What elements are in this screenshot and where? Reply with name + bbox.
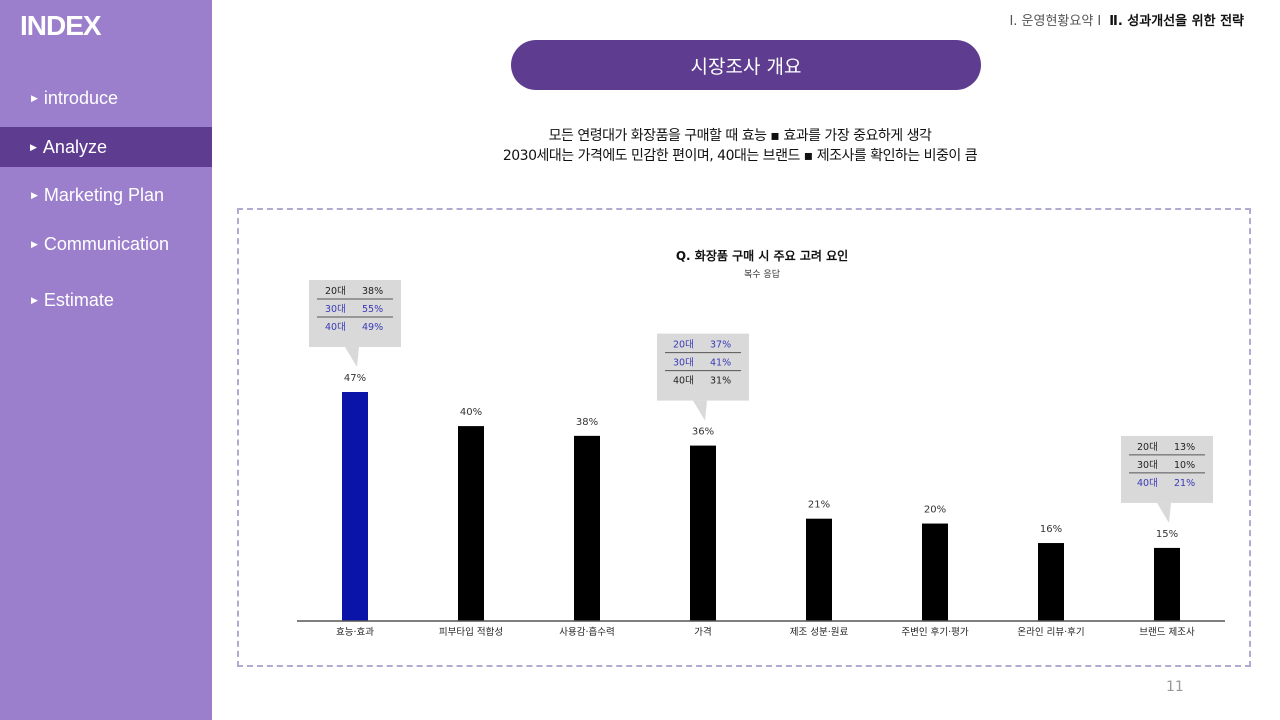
bar-6 (1038, 543, 1064, 621)
breadcrumb: Ⅰ. 운영현황요약 Ⅰ Ⅱ. 성과개선을 위한 전략 (1009, 10, 1244, 29)
bar-4 (806, 518, 832, 621)
triangle-bullet-icon: ▶ (31, 92, 38, 103)
chart-frame (237, 208, 1251, 667)
sidebar-item-label: introduce (43, 87, 118, 108)
bar-2 (574, 435, 600, 621)
data-label-4: 21% (808, 500, 830, 511)
callout-1-age-0: 20대 (673, 340, 694, 351)
sidebar-item-label: Communication (43, 233, 169, 254)
sidebar-item-estimate[interactable]: ▶ Estimate (0, 280, 212, 320)
bar-1 (458, 426, 484, 621)
breadcrumb-item-1[interactable]: Ⅰ. 운영현황요약 Ⅰ (1009, 14, 1102, 29)
summary-line-1: 모든 연령대가 화장품을 구매할 때 효능 ▪ 효과를 가장 중요하게 생각 (548, 128, 932, 144)
data-label-1: 40% (460, 407, 482, 418)
data-label-0: 47% (344, 373, 366, 384)
callout-pointer-2 (1157, 502, 1171, 523)
callout-2-age-2: 40대 (1137, 478, 1158, 489)
callout-2-value-1: 10% (1174, 460, 1195, 471)
callout-0-value-0: 38% (362, 286, 383, 297)
bar-7 (1154, 547, 1180, 621)
chart-subtitle: 복수 응답 (744, 268, 780, 280)
sidebar-item-analyze[interactable]: ▶ Analyze (0, 127, 212, 167)
x-tick-label-0: 효능·효과 (336, 627, 374, 638)
data-label-2: 38% (576, 417, 598, 428)
callout-0-age-0: 20대 (325, 286, 346, 297)
callout-2-age-1: 30대 (1137, 460, 1158, 471)
callout-0-value-1: 55% (362, 304, 383, 315)
callout-1-value-0: 37% (710, 340, 731, 351)
callout-1-value-2: 31% (710, 376, 731, 387)
x-tick-label-4: 제조 성분·원료 (790, 627, 849, 638)
x-tick-label-5: 주변인 후기·평가 (901, 627, 968, 638)
sidebar: INDEX ▶ introduce ▶ Analyze ▶ Marketing … (0, 0, 212, 720)
triangle-bullet-icon: ▶ (31, 238, 38, 249)
sidebar-item-label: Estimate (43, 289, 114, 310)
callout-0-value-2: 49% (362, 322, 383, 333)
bar-0 (342, 392, 368, 621)
chart-title: Q. 화장품 구매 시 주요 고려 요인 (676, 248, 848, 263)
page-number: 11 (1166, 679, 1184, 695)
x-tick-label-2: 사용감·흡수력 (559, 626, 614, 638)
callout-1-age-1: 30대 (673, 358, 694, 369)
bar-3 (690, 445, 716, 621)
triangle-bullet-icon: ▶ (31, 189, 38, 200)
callout-0-age-2: 40대 (325, 322, 346, 333)
callout-box-2 (1121, 435, 1213, 503)
x-tick-label-6: 온라인 리뷰·후기 (1017, 627, 1084, 638)
callout-pointer-1 (693, 400, 707, 421)
data-label-5: 20% (924, 505, 946, 516)
x-tick-label-7: 브랜드 제조사 (1139, 627, 1195, 638)
x-tick-label-1: 피부타입 적합성 (439, 626, 503, 638)
callout-box-0 (309, 280, 401, 347)
callout-2-value-0: 13% (1174, 442, 1195, 453)
callout-0-age-1: 30대 (325, 304, 346, 315)
bar-5 (922, 523, 948, 621)
summary-line-2: 2030세대는 가격에도 민감한 편이며, 40대는 브랜드 ▪ 제조사를 확인… (502, 148, 978, 164)
callout-1-value-1: 41% (710, 358, 731, 369)
sidebar-item-communication[interactable]: ▶ Communication (0, 224, 212, 264)
callout-2-value-2: 21% (1174, 478, 1195, 489)
callout-2-age-0: 20대 (1137, 442, 1158, 453)
callout-box-1 (657, 333, 749, 401)
page-title: 시장조사 개요 (511, 40, 981, 90)
sidebar-title: INDEX (20, 10, 102, 41)
triangle-bullet-icon: ▶ (30, 141, 37, 152)
data-label-7: 15% (1156, 529, 1178, 540)
sidebar-item-label: Marketing Plan (43, 184, 164, 205)
data-label-6: 16% (1040, 524, 1062, 535)
breadcrumb-item-2[interactable]: Ⅱ. 성과개선을 위한 전략 (1109, 14, 1244, 29)
sidebar-item-marketing-plan[interactable]: ▶ Marketing Plan (0, 175, 212, 215)
data-label-3: 36% (692, 427, 714, 438)
triangle-bullet-icon: ▶ (31, 294, 38, 305)
sidebar-item-label: Analyze (42, 136, 107, 157)
sidebar-item-introduce[interactable]: ▶ introduce (0, 78, 212, 118)
x-tick-label-3: 가격 (694, 626, 711, 638)
callout-1-age-2: 40대 (673, 376, 694, 387)
callout-pointer-0 (345, 347, 359, 367)
